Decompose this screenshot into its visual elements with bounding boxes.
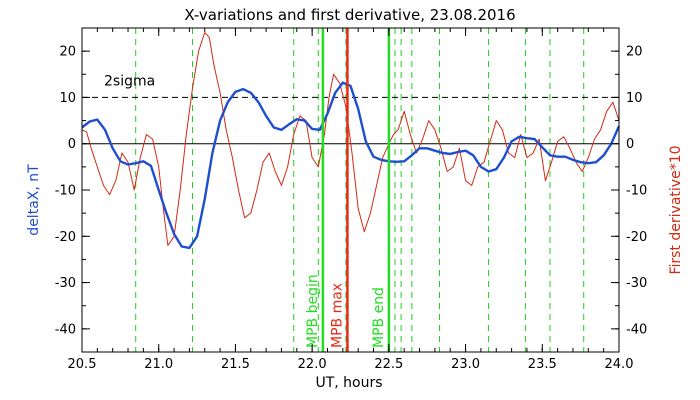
y-tick-label-right: -10 — [626, 184, 647, 199]
x-tick-label: 22.0 — [298, 357, 327, 372]
y-tick-label-right: -40 — [626, 322, 647, 337]
y-axis-right-label: First derivative*10 — [668, 145, 684, 274]
y-tick-label-right: 20 — [626, 45, 643, 60]
x-tick-label: 23.5 — [528, 357, 557, 372]
y-tick-label-left: -10 — [55, 184, 76, 199]
y-tick-label-left: -30 — [55, 276, 76, 291]
sigma-label: 2sigma — [104, 73, 155, 89]
y-tick-label-left: -20 — [55, 230, 76, 245]
x-tick-label: 23.0 — [451, 357, 480, 372]
x-tick-label: 22.5 — [374, 357, 403, 372]
y-tick-label-left: 10 — [59, 91, 76, 106]
mpb-max-label: MPB max — [329, 283, 345, 348]
x-tick-label: 24.0 — [605, 357, 634, 372]
mpb-end-label: MPB end — [371, 287, 387, 348]
x-axis-label: UT, hours — [315, 375, 382, 391]
y-tick-label-right: 0 — [626, 137, 634, 152]
y-tick-label-left: 0 — [68, 137, 76, 152]
plot-area: 2sigma MPB begin MPB max MPB end 20.5 21.0 21.… — [55, 27, 647, 372]
y-tick-label-right: 10 — [626, 91, 643, 106]
y-axis-left-label: deltaX, nT — [26, 164, 42, 236]
chart-title: X-variations and first derivative, 23.08… — [184, 6, 515, 24]
y-tick-label-right: -30 — [626, 276, 647, 291]
y-tick-label-left: 20 — [59, 45, 76, 60]
x-tick-label: 20.5 — [68, 357, 97, 372]
x-tick-label: 21.5 — [221, 357, 250, 372]
y-tick-label-right: -20 — [626, 230, 647, 245]
plot-frame — [81, 27, 620, 353]
derivative-series-line — [81, 32, 620, 246]
y-tick-label-left: -40 — [55, 322, 76, 337]
deltax-series-line — [81, 81, 621, 250]
x-tick-label: 21.0 — [144, 357, 173, 372]
mpb-begin-label: MPB begin — [305, 274, 321, 348]
